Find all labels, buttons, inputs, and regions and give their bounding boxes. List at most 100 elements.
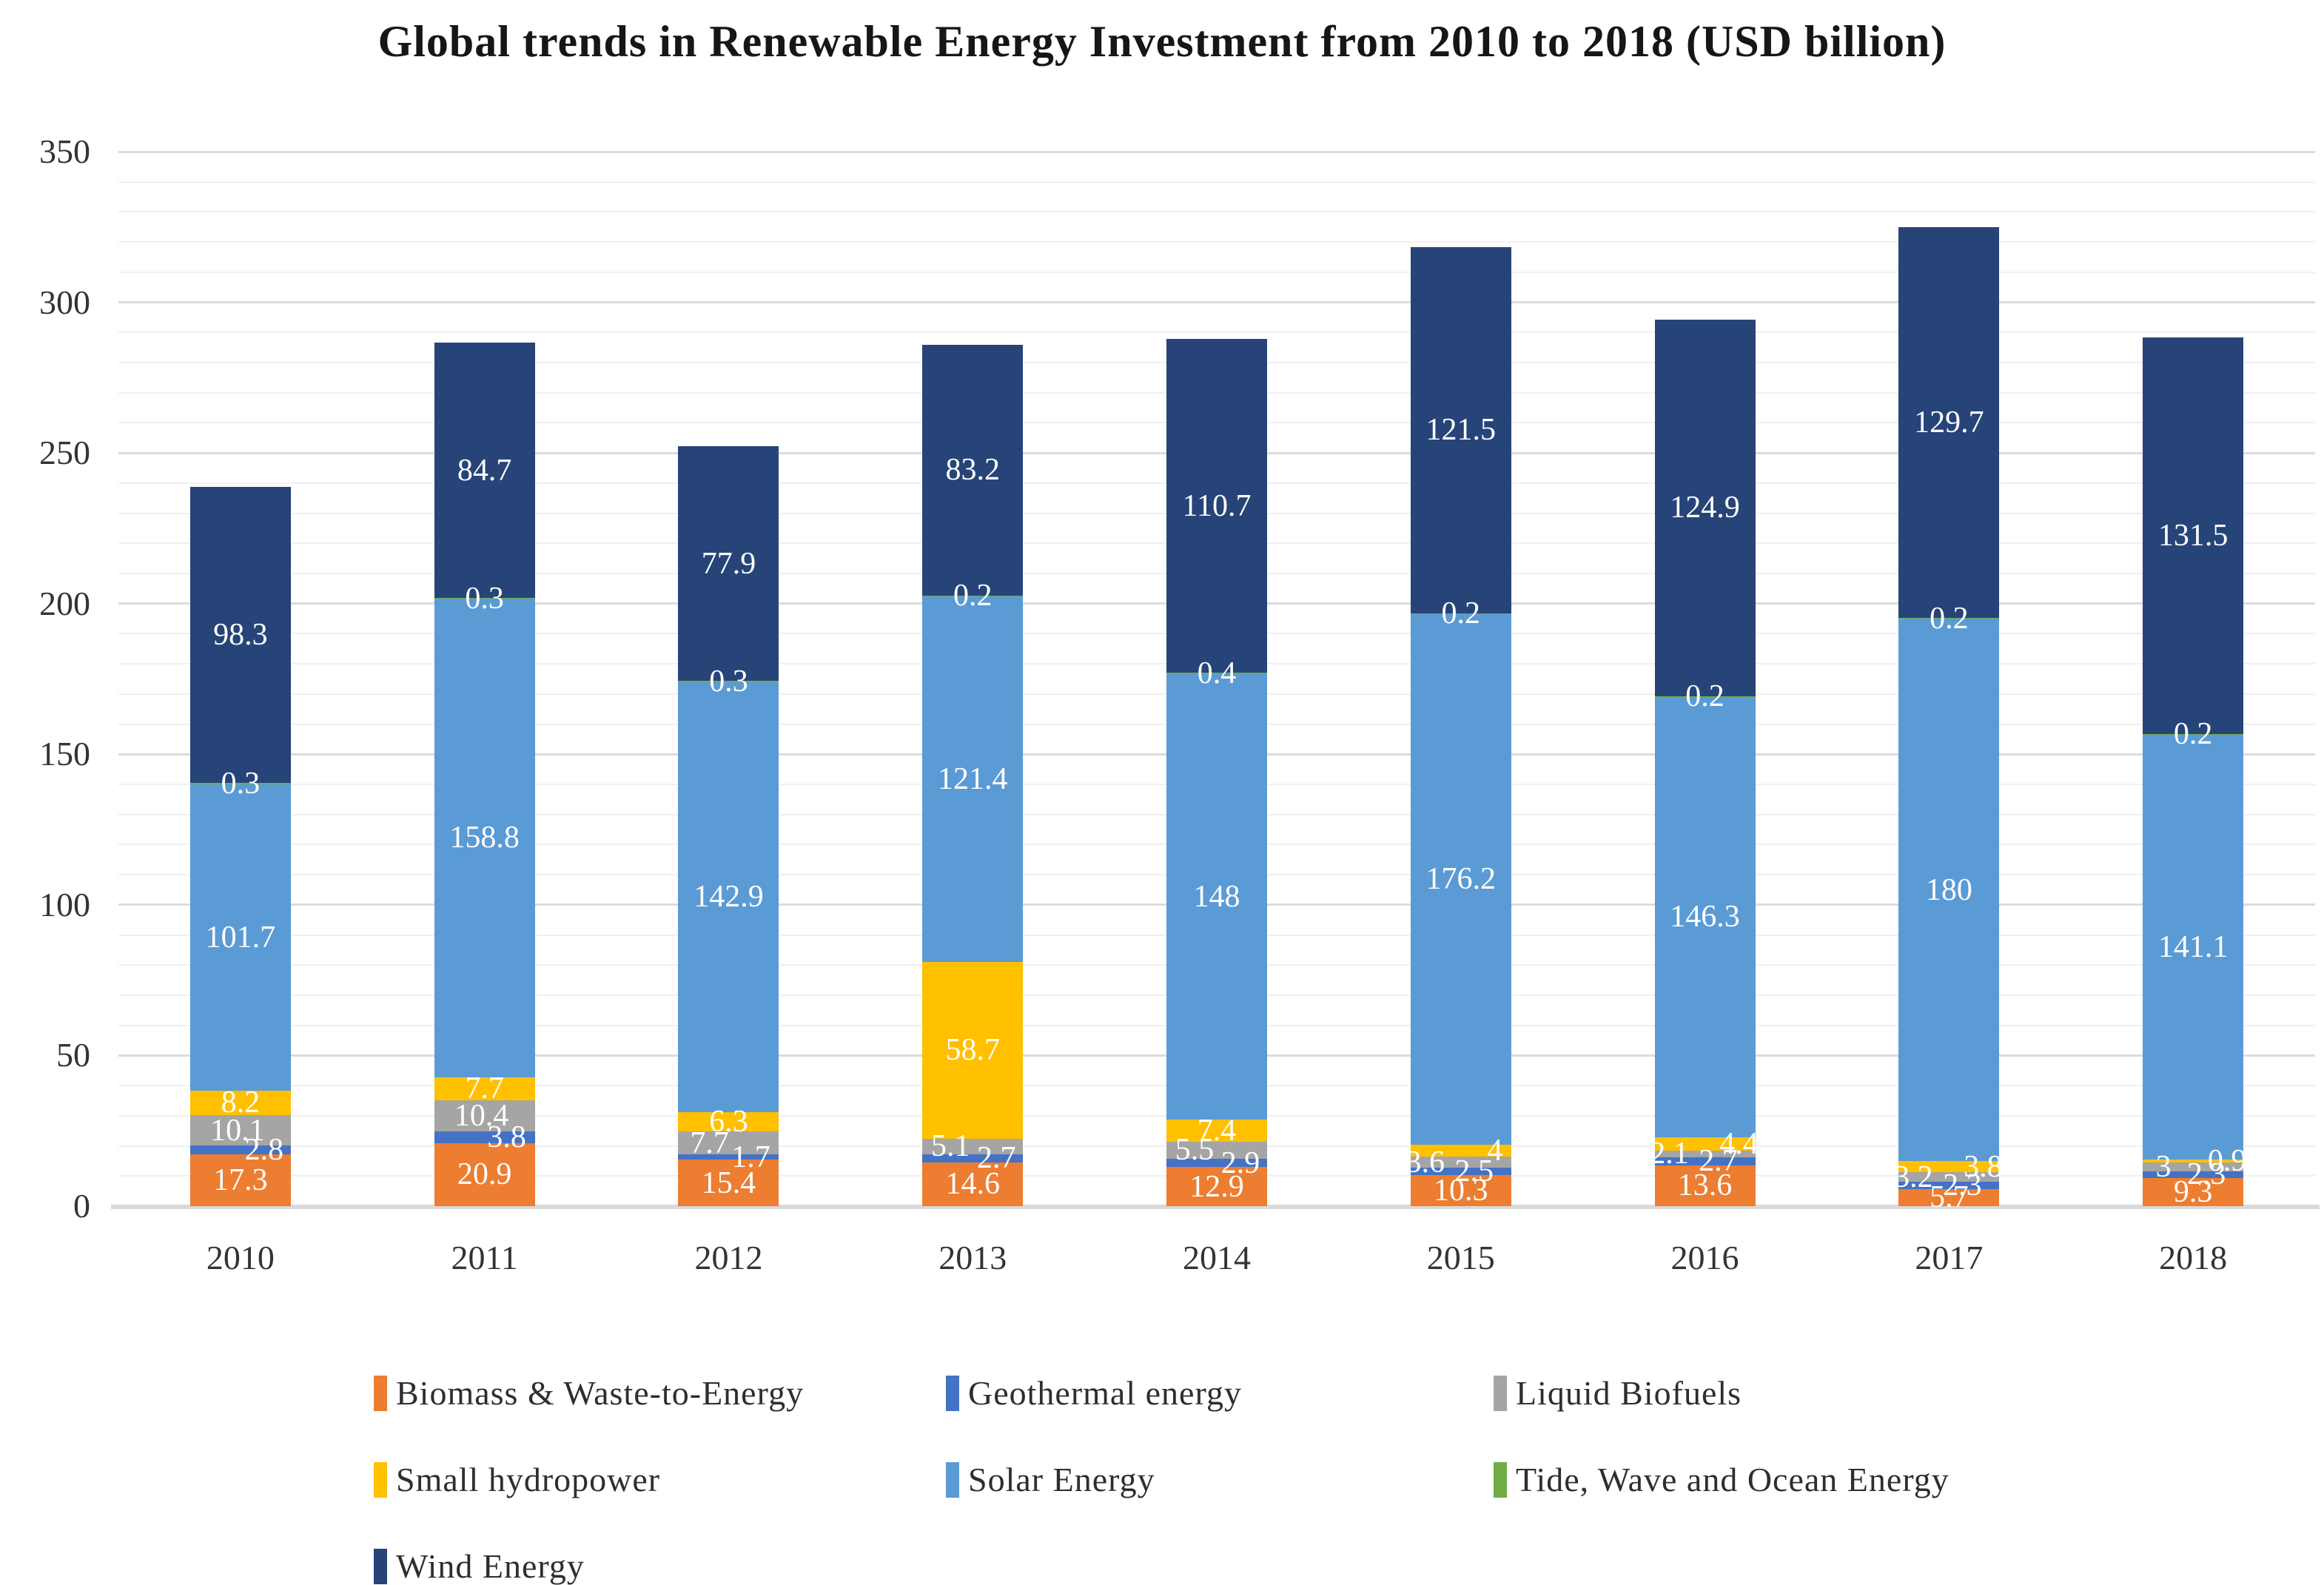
bar-value-label: 14.6 xyxy=(945,1167,1000,1202)
legend-swatch xyxy=(946,1462,959,1498)
bar-segment-tide-wave-and-ocean-energy-2016 xyxy=(1654,696,1756,697)
bar-value-label: 2.3 xyxy=(1943,1168,1982,1203)
bar-segment-tide-wave-and-ocean-energy-2017 xyxy=(1898,618,2000,619)
bar-value-label: 58.7 xyxy=(945,1033,1000,1068)
bar-value-label: 5.7 xyxy=(1930,1180,1969,1215)
bar-value-label: 101.7 xyxy=(205,920,276,955)
x-tick-label: 2011 xyxy=(451,1239,518,1276)
bar-segment-wind-energy-2014 xyxy=(1166,339,1267,673)
bar-value-label: 146.3 xyxy=(1670,900,1740,935)
bar-segment-solar-energy-2015 xyxy=(1410,613,1511,1145)
y-tick-label: 0 xyxy=(73,1187,90,1225)
bar-segment-small-hydropower-2014 xyxy=(1166,1120,1267,1143)
bar-value-label: 84.7 xyxy=(457,453,512,488)
bar-value-label: 10.1 xyxy=(210,1113,265,1148)
minor-gridline xyxy=(118,332,2315,334)
bar-value-label: 124.9 xyxy=(1670,491,1740,525)
bar-value-label: 3.2 xyxy=(1894,1160,1933,1194)
bar-value-label: 83.2 xyxy=(945,453,1000,488)
bar-value-label: 6.3 xyxy=(709,1105,748,1140)
y-tick-label: 150 xyxy=(39,735,90,773)
bar-segment-wind-energy-2012 xyxy=(678,446,779,682)
legend-swatch xyxy=(946,1376,959,1411)
bar-value-label: 2.5 xyxy=(1454,1154,1494,1188)
y-tick-label: 250 xyxy=(39,434,90,472)
bar-segment-biomass-waste-to-energy-2014 xyxy=(1166,1167,1267,1206)
bar-segment-liquid-biofuels-2017 xyxy=(1898,1172,2000,1182)
bar-segment-wind-energy-2015 xyxy=(1410,247,1511,613)
legend-label: Solar Energy xyxy=(968,1461,1155,1498)
bar-segment-wind-energy-2018 xyxy=(2143,337,2244,734)
bar-segment-tide-wave-and-ocean-energy-2012 xyxy=(678,681,779,682)
bar-segment-liquid-biofuels-2015 xyxy=(1410,1157,1511,1168)
bar-segment-geothermal-energy-2010 xyxy=(189,1145,291,1154)
bar-value-label: 15.4 xyxy=(701,1165,756,1200)
bar-value-label: 0.9 xyxy=(2207,1143,2247,1178)
legend-swatch xyxy=(1494,1462,1507,1498)
bar-value-label: 7.7 xyxy=(465,1071,504,1106)
bar-value-label: 8.2 xyxy=(221,1086,261,1120)
minor-gridline xyxy=(118,271,2315,273)
bar-segment-biomass-waste-to-energy-2013 xyxy=(922,1162,1024,1206)
bar-segment-solar-energy-2013 xyxy=(922,596,1024,962)
bar-segment-small-hydropower-2013 xyxy=(922,961,1024,1139)
bar-segment-tide-wave-and-ocean-energy-2015 xyxy=(1410,613,1511,614)
major-gridline xyxy=(118,150,2315,153)
bar-value-label: 10.4 xyxy=(454,1099,509,1134)
x-axis-line xyxy=(111,1205,2320,1209)
bar-segment-solar-energy-2016 xyxy=(1654,696,1756,1138)
y-tick-label: 50 xyxy=(56,1036,90,1074)
bar-segment-solar-energy-2014 xyxy=(1166,673,1267,1120)
bar-value-label: 158.8 xyxy=(449,821,520,855)
bar-value-label: 0.2 xyxy=(1930,601,1969,636)
bar-value-label: 0.2 xyxy=(2173,717,2213,751)
bar-value-label: 77.9 xyxy=(701,546,756,581)
bar-value-label: 13.6 xyxy=(1677,1168,1733,1203)
bar-segment-small-hydropower-2012 xyxy=(678,1112,779,1132)
bar-segment-biomass-waste-to-energy-2016 xyxy=(1654,1165,1756,1206)
bar-segment-tide-wave-and-ocean-energy-2010 xyxy=(189,783,291,784)
x-tick-label: 2017 xyxy=(1915,1239,1984,1276)
bar-segment-wind-energy-2010 xyxy=(189,487,291,784)
bar-segment-liquid-biofuels-2016 xyxy=(1654,1151,1756,1157)
y-tick-label: 200 xyxy=(39,584,90,622)
bar-value-label: 0.3 xyxy=(465,581,504,616)
bar-value-label: 3.6 xyxy=(1406,1145,1445,1180)
legend-label: Wind Energy xyxy=(396,1547,585,1585)
bar-value-label: 7.4 xyxy=(1197,1114,1237,1148)
bar-segment-solar-energy-2010 xyxy=(189,784,291,1091)
bar-segment-biomass-waste-to-energy-2011 xyxy=(434,1143,535,1206)
bar-value-label: 0.2 xyxy=(1685,679,1724,714)
bar-segment-biomass-waste-to-energy-2017 xyxy=(1898,1188,2000,1206)
bar-segment-geothermal-energy-2011 xyxy=(434,1131,535,1143)
bar-segment-tide-wave-and-ocean-energy-2011 xyxy=(434,597,535,599)
bar-segment-biomass-waste-to-energy-2018 xyxy=(2143,1178,2244,1206)
bar-segment-small-hydropower-2010 xyxy=(189,1090,291,1116)
bar-value-label: 121.5 xyxy=(1425,413,1497,448)
y-tick-label: 100 xyxy=(39,885,90,923)
bar-segment-liquid-biofuels-2014 xyxy=(1166,1142,1267,1159)
bar-value-label: 1.7 xyxy=(731,1140,770,1174)
bar-segment-liquid-biofuels-2012 xyxy=(678,1131,779,1155)
bar-value-label: 141.1 xyxy=(2157,929,2229,964)
bar-value-label: 176.2 xyxy=(1425,862,1497,897)
bar-value-label: 3 xyxy=(2155,1149,2172,1184)
bar-segment-geothermal-energy-2016 xyxy=(1654,1157,1756,1165)
bar-value-label: 0.4 xyxy=(1197,656,1237,690)
bar-segment-liquid-biofuels-2010 xyxy=(189,1115,291,1146)
bar-value-label: 148 xyxy=(1193,879,1240,914)
minor-gridline xyxy=(118,211,2315,213)
bar-segment-liquid-biofuels-2018 xyxy=(2143,1162,2244,1171)
legend-swatch xyxy=(1494,1376,1507,1411)
bar-value-label: 0.3 xyxy=(709,664,748,699)
bar-segment-tide-wave-and-ocean-energy-2014 xyxy=(1166,672,1267,674)
bar-value-label: 142.9 xyxy=(693,880,764,915)
minor-gridline xyxy=(118,181,2315,183)
bar-segment-biomass-waste-to-energy-2015 xyxy=(1410,1175,1511,1206)
bar-value-label: 7.7 xyxy=(690,1125,729,1160)
x-tick-label: 2010 xyxy=(206,1239,275,1276)
bar-value-label: 4 xyxy=(1487,1134,1503,1168)
bar-segment-geothermal-energy-2018 xyxy=(2143,1171,2244,1179)
bar-value-label: 0.3 xyxy=(221,766,261,801)
